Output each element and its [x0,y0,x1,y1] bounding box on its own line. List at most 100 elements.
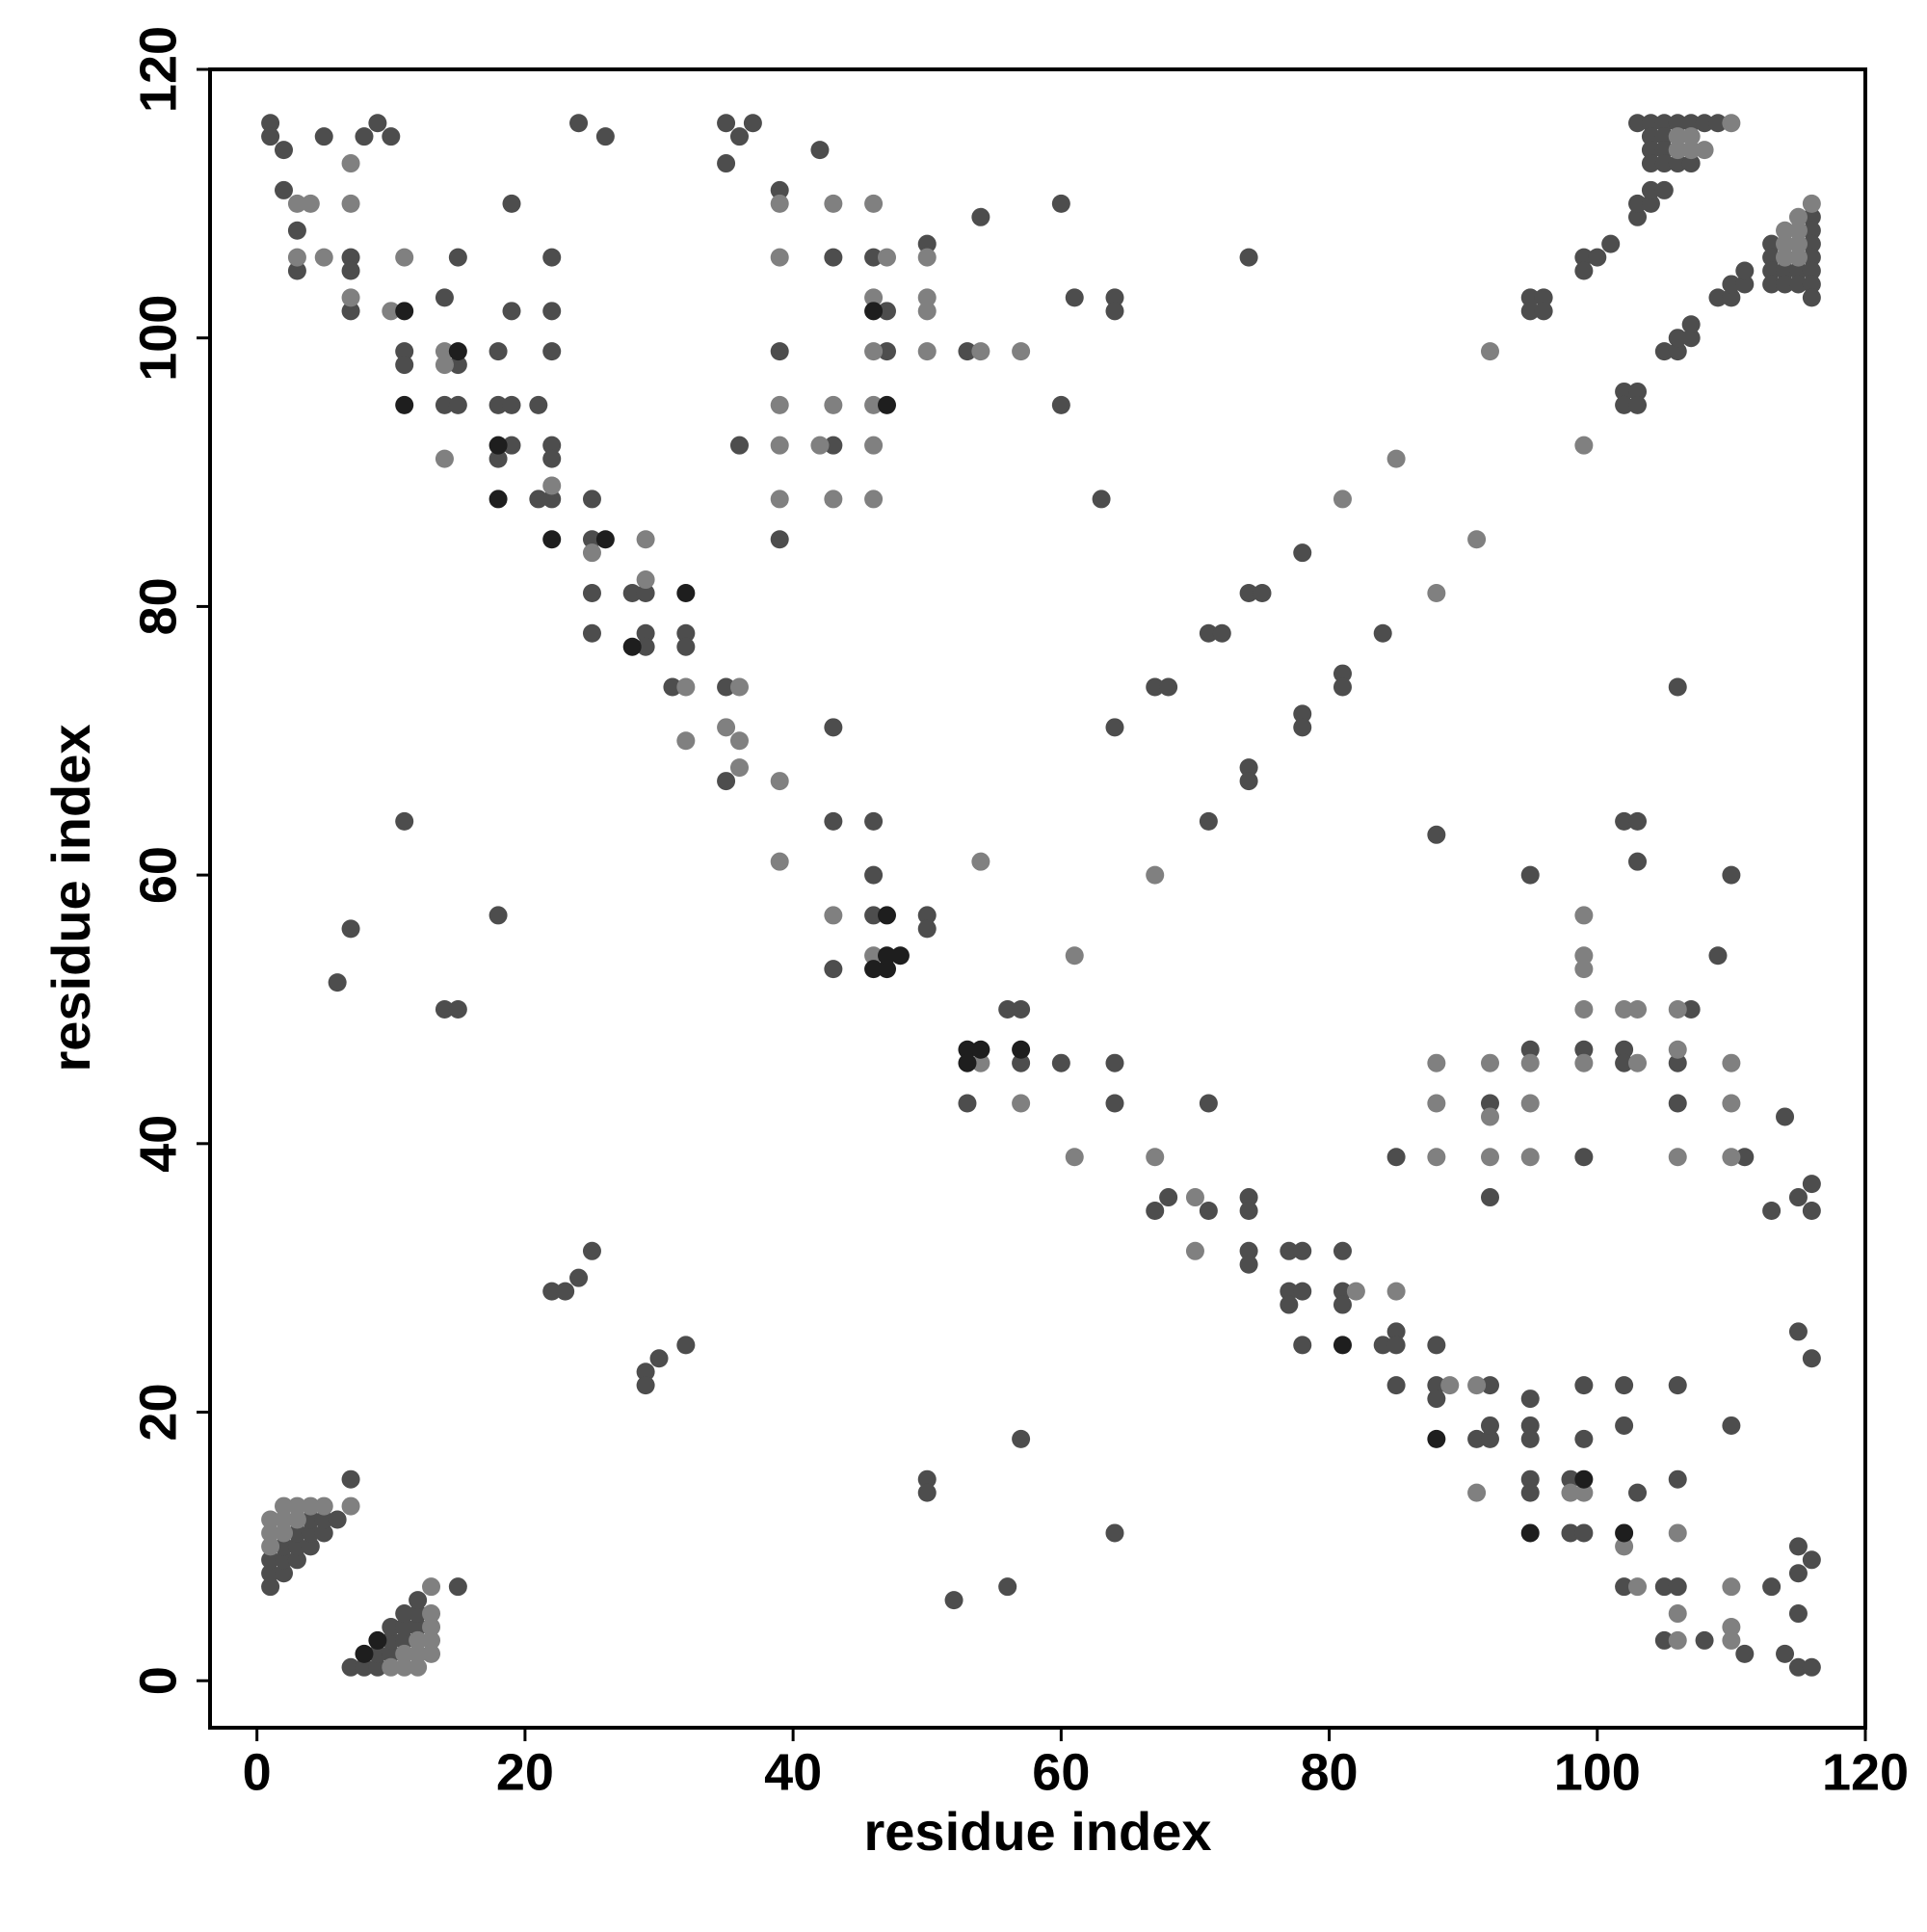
point [1788,1188,1808,1207]
point [676,677,696,697]
point [1146,1148,1165,1167]
point [958,1040,977,1059]
point [1333,490,1352,509]
point [1239,1201,1258,1220]
point [1615,1523,1634,1543]
point [1012,1053,1031,1072]
point [1681,141,1701,160]
point [824,960,843,979]
point [878,342,897,361]
point [1668,999,1687,1019]
point [1708,946,1728,966]
point [1788,1657,1808,1677]
point [488,490,508,509]
point [743,114,762,133]
point [261,1510,280,1529]
point [1520,1053,1540,1072]
point [1762,1201,1782,1220]
point [287,248,306,267]
y-tick-label: 20 [129,1383,187,1441]
point [1092,490,1111,509]
point [1722,1148,1741,1167]
point [717,718,736,737]
point [1051,395,1070,414]
point [1427,1053,1446,1072]
point [1735,1644,1755,1663]
point [1012,1094,1031,1113]
point [1467,1376,1487,1395]
y-axis-title: residue index [40,724,101,1072]
point [1802,275,1821,294]
point [1681,127,1701,146]
point [636,570,655,590]
point [917,1483,937,1502]
point [810,436,830,455]
point [1574,1053,1594,1072]
point [287,1550,306,1570]
point [1788,221,1808,240]
point [958,1094,977,1113]
point [1722,1094,1741,1113]
point [261,114,280,133]
point [1199,623,1218,643]
point [1802,194,1821,213]
point [1641,141,1660,160]
point [1802,1349,1821,1368]
point [1668,1523,1687,1543]
point [422,1630,441,1650]
point [409,1657,428,1677]
point [1520,1040,1540,1059]
point [1628,811,1648,831]
point [1333,1282,1352,1301]
point [1628,999,1648,1019]
point [1654,342,1674,361]
point [917,342,937,361]
point [1788,1564,1808,1583]
point [864,906,884,925]
point [448,356,467,375]
point [395,1630,414,1650]
point [542,476,562,495]
point [824,248,843,267]
point [1239,1241,1258,1260]
point [1105,1523,1124,1543]
point [275,180,294,199]
point [1520,865,1540,885]
point [1654,114,1674,133]
point [824,395,843,414]
y-tick-label: 120 [129,26,187,113]
point [770,772,789,791]
point [1574,960,1594,979]
point [1520,1416,1540,1435]
point [676,637,696,656]
point [824,194,843,213]
point [676,731,696,751]
point [395,302,414,321]
point [770,342,789,361]
point [1051,194,1070,213]
point [1722,114,1741,133]
point [314,127,333,146]
point [582,1241,601,1260]
x-tick-label: 80 [1301,1743,1359,1801]
point [395,248,414,267]
point [1520,1523,1540,1543]
point [917,919,937,939]
point [542,436,562,455]
point [1386,1322,1406,1341]
point [1681,154,1701,173]
point [1668,154,1687,173]
point [488,449,508,468]
point [261,1550,280,1570]
point [582,583,601,602]
point [368,1630,387,1650]
point [1386,1336,1406,1355]
point [355,1657,374,1677]
point [314,1496,333,1516]
point [529,490,548,509]
point [1239,583,1258,602]
point [1654,154,1674,173]
point [878,395,897,414]
point [287,1510,306,1529]
point [1574,261,1594,280]
